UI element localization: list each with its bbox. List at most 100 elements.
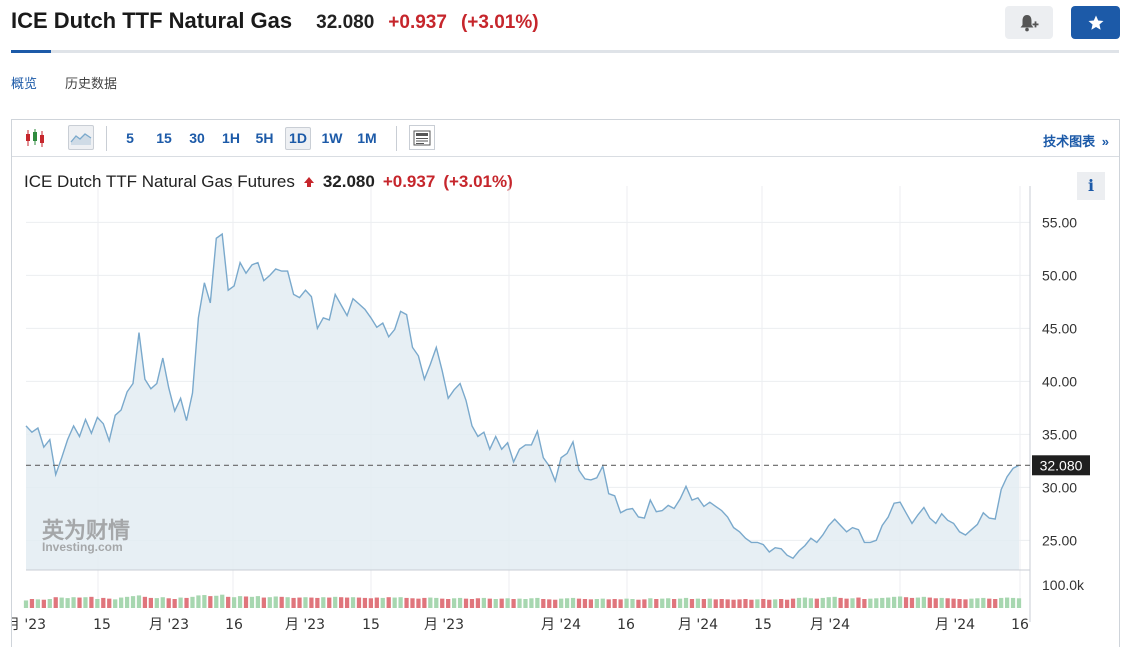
area-chart-button[interactable] [68,125,94,150]
volume-bar [160,597,165,608]
volume-bar [65,598,70,608]
price-change-percent: (+3.01%) [460,12,539,33]
volume-bar [303,597,308,608]
interval-5h[interactable]: 5H [255,130,274,146]
volume-bar [392,597,397,608]
chart-panel: 5 15 30 1H 5H 1D 1W 1M 技术图表 » ICE Dutch … [11,119,1120,647]
volume-bar [594,599,599,608]
chart-instrument-name: ICE Dutch TTF Natural Gas Futures [24,172,295,191]
volume-bar [237,596,243,608]
technical-chart-link[interactable]: 技术图表 » [1043,131,1109,150]
tab-overview[interactable]: 概览 [11,76,38,91]
volume-bar [77,597,82,608]
volume-bar [113,599,118,608]
watermark-logo-en: Investing.com [42,540,123,554]
volume-bar [119,597,124,608]
volume-bar [517,598,522,608]
volume-bar [636,599,641,608]
volume-bar [249,596,255,608]
volume-bar [671,599,677,608]
volume-bar [327,597,332,608]
volume-bar [802,597,808,608]
volume-bar [529,598,534,608]
create-alert-button[interactable] [1005,6,1053,39]
chart-toolbar: 5 15 30 1H 5H 1D 1W 1M 技术图表 » [12,120,1119,157]
volume-bar [344,597,350,608]
volume-bar [148,597,153,608]
volume-bar [457,597,463,608]
chart-info-button[interactable]: i [1077,172,1105,200]
volume-bar [808,598,814,608]
chart-last-price: 32.080 [322,172,375,191]
volume-bar [374,597,379,608]
volume-bar [648,598,653,608]
volume-bar [564,598,570,608]
volume-bar [547,599,552,608]
volume-bar [356,597,362,608]
interval-1h[interactable]: 1H [222,130,240,146]
volume-bar [826,597,831,608]
x-tick-label: 月 '24 [541,617,581,633]
volume-bar [35,599,41,608]
interval-1m[interactable]: 1M [357,130,377,146]
price-chart[interactable]: 55.00 50.00 45.00 40.00 35.00 30.00 25.00 32.08… [12,120,1119,648]
volume-bar [612,599,617,608]
volume-bar [505,598,510,608]
volume-bar [892,596,897,608]
chart-price-change: +0.937 [382,172,436,191]
volume-bar [951,598,956,608]
price-line [25,232,1020,560]
volume-bar [814,598,819,608]
volume-bar [886,597,891,608]
volume-bar [41,599,46,608]
volume-bar [428,597,433,608]
x-tick-label: 月 '24 [935,617,975,633]
volume-bar [999,597,1004,608]
x-tick-label: 16 [225,617,243,633]
double-chevron-icon: » [1101,134,1109,149]
interval-30[interactable]: 30 [189,130,205,146]
volume-bar [897,596,903,608]
volume-bar [416,598,421,608]
volume-bar [820,597,825,608]
volume-bar [779,599,784,608]
interval-1w[interactable]: 1W [321,130,343,146]
x-tick-label: 月 '24 [810,617,850,633]
volume-bar [404,597,409,608]
volume-bar [184,597,189,608]
volume-bar [903,597,909,608]
volume-bar [71,597,76,608]
volume-bar [695,598,701,608]
interval-15[interactable]: 15 [156,130,172,146]
volume-bar [297,597,302,608]
news-overlay-button[interactable] [409,125,435,150]
add-to-watchlist-button[interactable] [1071,6,1120,39]
volume-bar [683,597,689,608]
tab-historical-data[interactable]: 历史数据 [65,76,118,91]
volume-bar [570,597,576,608]
volume-bar [291,597,296,608]
candlestick-chart-button[interactable] [22,125,48,150]
y-tick-label: 55.00 [1042,214,1077,230]
volume-bar [874,598,879,608]
volume-bar [83,597,88,608]
volume-bar [214,595,219,608]
x-tick-label: 15 [754,617,772,633]
volume-axis-label: 100.0k [1042,577,1085,593]
volume-bar [553,599,558,608]
volume-bar [945,598,950,608]
volume-bar [844,598,849,608]
volume-bar [588,599,594,608]
volume-bar [731,599,736,608]
volume-bar [767,599,772,608]
volume-bar [987,598,992,608]
volume-bar [53,597,58,608]
price-change: +0.937 [388,12,447,33]
bell-plus-icon [1020,14,1039,31]
instrument-header: ICE Dutch TTF Natural Gas 32.080 +0.937 … [11,8,539,34]
interval-5[interactable]: 5 [126,130,134,146]
volume-bar [273,596,278,608]
volume-bar [713,599,718,608]
interval-1d[interactable]: 1D [285,127,311,150]
volume-bar [398,597,403,608]
